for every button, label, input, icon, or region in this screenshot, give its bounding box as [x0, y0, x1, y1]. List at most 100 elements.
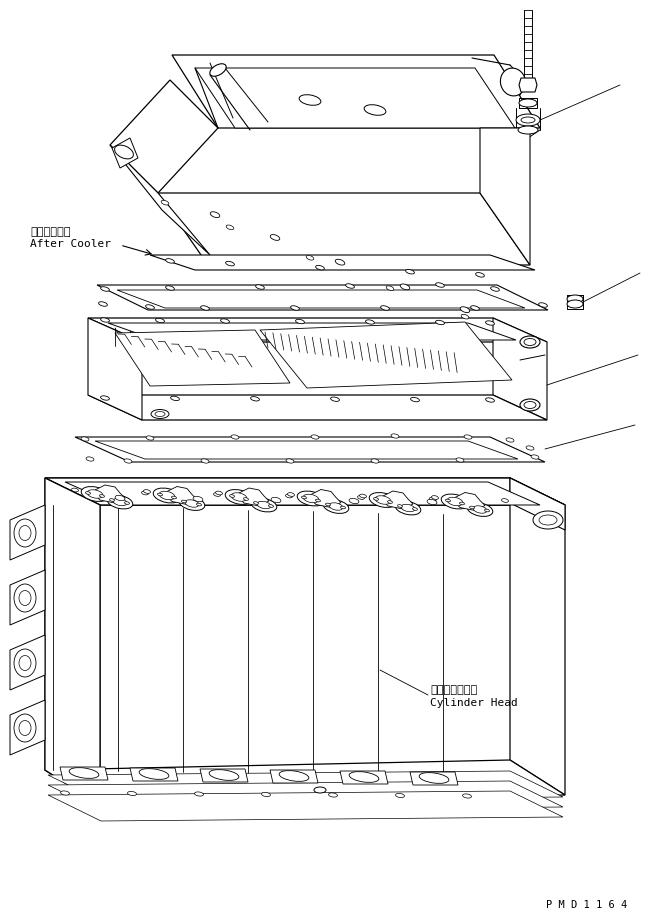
Polygon shape — [48, 771, 563, 801]
Ellipse shape — [139, 769, 169, 779]
Ellipse shape — [271, 497, 281, 503]
Polygon shape — [65, 482, 540, 505]
Ellipse shape — [369, 493, 397, 507]
Ellipse shape — [297, 491, 324, 506]
Ellipse shape — [156, 319, 165, 322]
Ellipse shape — [110, 498, 114, 501]
Polygon shape — [510, 478, 565, 795]
Ellipse shape — [19, 720, 31, 736]
Ellipse shape — [146, 436, 154, 440]
Polygon shape — [239, 488, 269, 506]
Ellipse shape — [171, 396, 179, 401]
Text: シリンダヘッド: シリンダヘッド — [430, 685, 477, 695]
Ellipse shape — [159, 491, 175, 500]
Polygon shape — [172, 55, 540, 128]
Text: アフタクーラ: アフタクーラ — [30, 227, 70, 237]
Ellipse shape — [375, 495, 391, 505]
Ellipse shape — [157, 493, 163, 495]
Ellipse shape — [486, 398, 494, 402]
Polygon shape — [10, 570, 45, 625]
Ellipse shape — [519, 99, 537, 107]
Ellipse shape — [210, 64, 226, 76]
Ellipse shape — [166, 259, 175, 263]
Ellipse shape — [329, 503, 343, 510]
Ellipse shape — [462, 794, 472, 799]
Ellipse shape — [567, 295, 583, 303]
Ellipse shape — [364, 105, 386, 115]
Ellipse shape — [195, 792, 203, 796]
Ellipse shape — [467, 503, 493, 517]
Ellipse shape — [288, 493, 294, 496]
Polygon shape — [480, 128, 530, 265]
Ellipse shape — [411, 398, 419, 402]
Polygon shape — [10, 700, 45, 755]
Ellipse shape — [14, 584, 36, 612]
Ellipse shape — [19, 526, 31, 541]
Ellipse shape — [124, 459, 132, 463]
Ellipse shape — [115, 495, 125, 501]
Polygon shape — [45, 478, 100, 805]
Ellipse shape — [215, 491, 223, 495]
Ellipse shape — [14, 649, 36, 677]
Ellipse shape — [254, 502, 258, 505]
Ellipse shape — [268, 505, 274, 507]
Ellipse shape — [210, 212, 220, 217]
Ellipse shape — [213, 493, 221, 496]
Polygon shape — [340, 771, 388, 784]
Ellipse shape — [401, 505, 415, 512]
Ellipse shape — [490, 286, 499, 291]
Ellipse shape — [201, 459, 209, 463]
Polygon shape — [455, 493, 485, 510]
Ellipse shape — [567, 300, 583, 308]
Ellipse shape — [341, 507, 345, 508]
Ellipse shape — [326, 503, 330, 506]
Ellipse shape — [323, 499, 349, 513]
Ellipse shape — [231, 493, 247, 501]
Ellipse shape — [286, 459, 294, 463]
Ellipse shape — [539, 515, 557, 525]
Text: After Cooler: After Cooler — [30, 239, 111, 249]
Ellipse shape — [303, 495, 319, 503]
Ellipse shape — [533, 511, 563, 529]
Ellipse shape — [349, 498, 359, 504]
Ellipse shape — [107, 495, 132, 509]
Ellipse shape — [460, 307, 470, 312]
Ellipse shape — [113, 498, 127, 506]
Polygon shape — [10, 635, 45, 690]
Ellipse shape — [166, 286, 175, 290]
Ellipse shape — [225, 262, 234, 266]
Ellipse shape — [72, 488, 78, 492]
Ellipse shape — [419, 773, 449, 784]
Ellipse shape — [161, 201, 169, 205]
Ellipse shape — [60, 791, 70, 795]
Ellipse shape — [461, 314, 469, 319]
Ellipse shape — [432, 495, 438, 499]
Ellipse shape — [153, 488, 181, 503]
Ellipse shape — [427, 499, 437, 505]
Ellipse shape — [302, 496, 306, 499]
Ellipse shape — [387, 501, 393, 504]
Polygon shape — [150, 255, 535, 270]
Ellipse shape — [486, 321, 494, 325]
Ellipse shape — [306, 255, 314, 260]
Ellipse shape — [539, 303, 547, 308]
Polygon shape — [158, 193, 530, 265]
Ellipse shape — [114, 146, 133, 159]
Ellipse shape — [359, 495, 367, 498]
Ellipse shape — [456, 458, 464, 462]
Text: P M D 1 1 6 4: P M D 1 1 6 4 — [546, 900, 628, 910]
Ellipse shape — [100, 318, 110, 322]
Ellipse shape — [19, 656, 31, 670]
Ellipse shape — [470, 507, 474, 508]
Polygon shape — [97, 285, 548, 310]
Ellipse shape — [328, 793, 337, 797]
Ellipse shape — [124, 502, 130, 505]
Ellipse shape — [100, 286, 109, 291]
Ellipse shape — [436, 283, 444, 287]
Ellipse shape — [296, 320, 304, 323]
Polygon shape — [45, 478, 565, 505]
Ellipse shape — [470, 306, 480, 310]
Ellipse shape — [506, 437, 514, 442]
Polygon shape — [88, 318, 142, 420]
Ellipse shape — [290, 306, 299, 310]
